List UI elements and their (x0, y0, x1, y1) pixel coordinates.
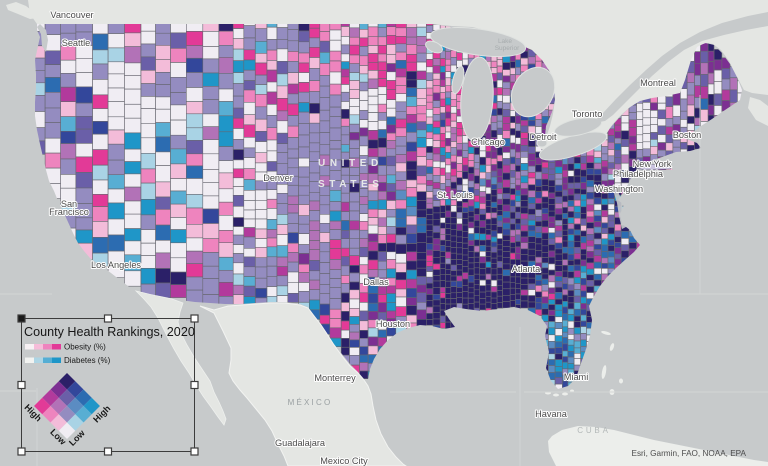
svg-text:Dallas: Dallas (363, 277, 389, 287)
svg-text:STATES: STATES (318, 179, 384, 190)
svg-text:Atlanta: Atlanta (512, 264, 541, 274)
svg-text:Houston: Houston (376, 319, 410, 329)
svg-text:CUBA: CUBA (577, 426, 610, 435)
svg-text:Seattle: Seattle (62, 38, 91, 48)
svg-text:Washington: Washington (595, 184, 643, 194)
svg-text:Toronto: Toronto (572, 109, 603, 119)
svg-text:Chicago: Chicago (471, 137, 505, 147)
svg-text:Guadalajara: Guadalajara (275, 438, 326, 448)
svg-text:MÉXICO: MÉXICO (288, 398, 333, 407)
svg-text:Montreal: Montreal (640, 78, 676, 88)
svg-text:New York: New York (633, 159, 672, 169)
svg-text:Diabetes (%): Diabetes (%) (64, 356, 111, 365)
svg-text:Monterrey: Monterrey (314, 373, 356, 383)
svg-text:County Health Rankings, 2020: County Health Rankings, 2020 (24, 325, 195, 339)
svg-text:Vancouver: Vancouver (50, 10, 93, 20)
svg-text:Detroit: Detroit (529, 132, 557, 142)
svg-text:Francisco: Francisco (49, 207, 89, 217)
svg-text:Esri, Garmin, FAO, NOAA, EPA: Esri, Garmin, FAO, NOAA, EPA (632, 449, 747, 458)
svg-text:Denver: Denver (263, 173, 293, 183)
svg-text:Mexico City: Mexico City (320, 456, 368, 466)
svg-text:Obesity (%): Obesity (%) (64, 343, 106, 352)
svg-text:St. Louis: St. Louis (437, 190, 473, 200)
svg-text:San: San (61, 199, 77, 209)
svg-text:Boston: Boston (673, 130, 702, 140)
svg-text:Philadelphia: Philadelphia (613, 169, 664, 179)
svg-text:Havana: Havana (535, 409, 568, 419)
svg-text:Miami: Miami (564, 372, 589, 382)
svg-text:Superior: Superior (495, 45, 520, 52)
svg-text:Lake: Lake (498, 38, 512, 45)
svg-text:UNITED: UNITED (318, 158, 383, 169)
svg-text:Los Angeles: Los Angeles (91, 260, 141, 270)
